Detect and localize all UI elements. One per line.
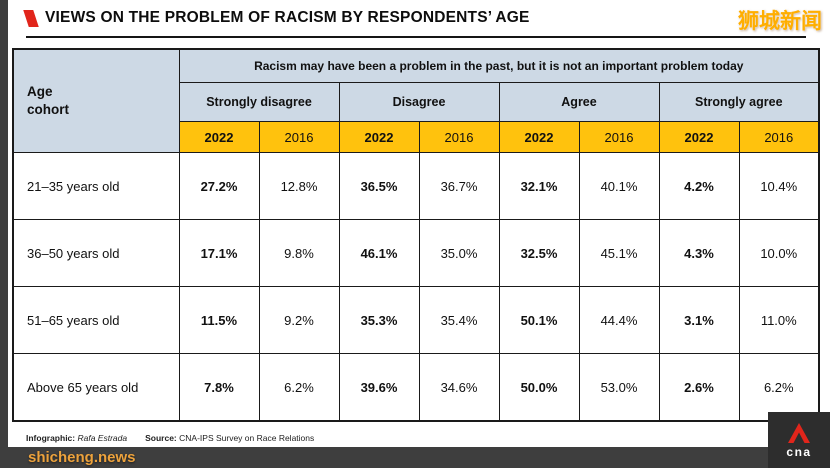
- cell-value: 46.1%: [338, 219, 420, 287]
- site-watermark: shicheng.news: [28, 449, 136, 466]
- cell-value: 12.8%: [258, 152, 340, 220]
- racism-views-table: Age cohort Racism may have been a proble…: [12, 48, 821, 422]
- statement-header: Racism may have been a problem in the pa…: [178, 48, 820, 83]
- cell-value: 34.6%: [418, 353, 500, 422]
- infographic-credit: Infographic: Rafa Estrada: [26, 433, 127, 443]
- cna-logo-text: cna: [786, 445, 812, 459]
- row-label-36-50: 36–50 years old: [12, 219, 180, 287]
- source-label: Source:: [145, 433, 177, 443]
- cell-value: 6.2%: [258, 353, 340, 422]
- infographic-value: Rafa Estrada: [77, 433, 128, 443]
- cell-value: 3.1%: [658, 286, 740, 354]
- cell-value: 32.5%: [498, 219, 580, 287]
- cna-logo: cna: [768, 412, 830, 468]
- cell-value: 4.3%: [658, 219, 740, 287]
- cna-slash-icon: [23, 9, 39, 27]
- cell-value: 35.3%: [338, 286, 420, 354]
- cell-value: 36.7%: [418, 152, 500, 220]
- group-header-strongly-agree: Strongly agree: [658, 82, 820, 122]
- infographic-label: Infographic:: [26, 433, 76, 443]
- bottom-frame-strip: [0, 447, 830, 468]
- cell-value: 10.0%: [738, 219, 820, 287]
- row-label-21-35: 21–35 years old: [12, 152, 180, 220]
- cell-value: 9.2%: [258, 286, 340, 354]
- cell-value: 39.6%: [338, 353, 420, 422]
- table-row: 51–65 years old 11.5% 9.2% 35.3% 35.4% 5…: [12, 286, 820, 354]
- cell-value: 4.2%: [658, 152, 740, 220]
- cell-value: 50.0%: [498, 353, 580, 422]
- cell-value: 17.1%: [178, 219, 260, 287]
- year-header-2016: 2016: [578, 121, 660, 153]
- age-cohort-header: Age cohort: [12, 48, 180, 153]
- table-row: Above 65 years old 7.8% 6.2% 39.6% 34.6%…: [12, 353, 820, 422]
- cell-value: 9.8%: [258, 219, 340, 287]
- left-frame-strip: [0, 0, 8, 468]
- cell-value: 35.4%: [418, 286, 500, 354]
- cell-value: 53.0%: [578, 353, 660, 422]
- page-title: VIEWS ON THE PROBLEM OF RACISM BY RESPON…: [45, 9, 530, 26]
- row-label-51-65: 51–65 years old: [12, 286, 180, 354]
- cell-value: 35.0%: [418, 219, 500, 287]
- source-value: CNA-IPS Survey on Race Relations: [179, 433, 315, 443]
- year-header-2022: 2022: [338, 121, 420, 153]
- year-header-2016: 2016: [258, 121, 340, 153]
- cell-value: 45.1%: [578, 219, 660, 287]
- footer-credits: Infographic: Rafa Estrada Source: CNA-IP…: [26, 433, 314, 443]
- year-header-2016: 2016: [738, 121, 820, 153]
- age-cohort-header-text: Age cohort: [27, 84, 69, 117]
- cell-value: 27.2%: [178, 152, 260, 220]
- cell-value: 2.6%: [658, 353, 740, 422]
- year-header-2022: 2022: [178, 121, 260, 153]
- cell-value: 32.1%: [498, 152, 580, 220]
- table-row: 36–50 years old 17.1% 9.8% 46.1% 35.0% 3…: [12, 219, 820, 287]
- cell-value: 10.4%: [738, 152, 820, 220]
- group-header-agree: Agree: [498, 82, 660, 122]
- group-header-row: Strongly disagree Disagree Agree Strongl…: [13, 82, 820, 122]
- year-header-2022: 2022: [498, 121, 580, 153]
- cjk-watermark: 狮城新闻: [738, 10, 822, 33]
- cell-value: 44.4%: [578, 286, 660, 354]
- group-header-disagree: Disagree: [338, 82, 500, 122]
- cell-value: 50.1%: [498, 286, 580, 354]
- table-row: 21–35 years old 27.2% 12.8% 36.5% 36.7% …: [12, 152, 820, 220]
- year-header-row: 2022 2016 2022 2016 2022 2016 2022 2016: [13, 121, 820, 153]
- row-label-above-65: Above 65 years old: [12, 353, 180, 422]
- cell-value: 36.5%: [338, 152, 420, 220]
- year-header-2016: 2016: [418, 121, 500, 153]
- cell-value: 40.1%: [578, 152, 660, 220]
- header: VIEWS ON THE PROBLEM OF RACISM BY RESPON…: [23, 9, 530, 27]
- cell-value: 11.0%: [738, 286, 820, 354]
- source-credit: Source: CNA-IPS Survey on Race Relations: [145, 433, 314, 443]
- group-header-strongly-disagree: Strongly disagree: [178, 82, 340, 122]
- cell-value: 7.8%: [178, 353, 260, 422]
- year-header-2022: 2022: [658, 121, 740, 153]
- cell-value: 11.5%: [178, 286, 260, 354]
- cna-triangle-icon: [788, 423, 810, 443]
- statement-row: Age cohort Racism may have been a proble…: [12, 48, 820, 153]
- cell-value: 6.2%: [738, 353, 820, 422]
- title-divider: [26, 36, 806, 38]
